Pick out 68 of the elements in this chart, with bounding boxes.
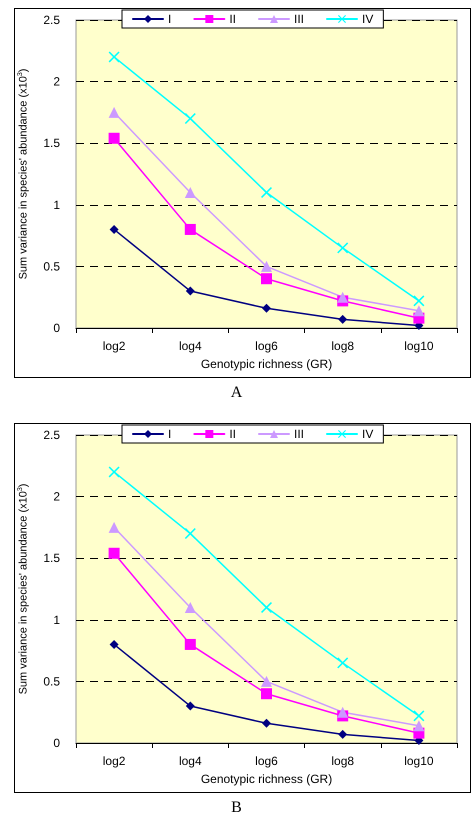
point: [261, 273, 272, 284]
point: [262, 304, 271, 313]
point: [413, 305, 424, 316]
y-tick-label: 2: [53, 490, 60, 504]
y-tick-label: 0.5: [43, 259, 60, 274]
point: [108, 132, 120, 144]
legend-label: II: [229, 427, 236, 441]
point: [184, 638, 196, 650]
x-axis-title: Genotypic richness (GR): [200, 357, 332, 371]
point: [184, 602, 196, 613]
point: [110, 640, 119, 649]
point: [108, 522, 120, 533]
point: [337, 242, 348, 254]
x-tick-label: log8: [331, 754, 354, 768]
point: [261, 602, 272, 613]
legend-label: IV: [362, 427, 374, 441]
text: B: [230, 799, 243, 817]
y-tick-label: 0.5: [43, 674, 60, 688]
y-tick-label: 1: [53, 612, 60, 627]
point: [186, 702, 195, 711]
point: [413, 710, 424, 722]
point: [186, 286, 195, 296]
point: [108, 548, 120, 559]
point: [338, 730, 348, 739]
point: [337, 292, 348, 303]
point: [184, 186, 196, 198]
x-tick-label: log6: [255, 754, 278, 768]
point: [184, 113, 196, 124]
point: [261, 676, 272, 687]
x-tick-label: log2: [102, 754, 126, 768]
point: [262, 718, 271, 728]
legend-label: I: [168, 427, 172, 441]
y-tick-label: 2.5: [43, 13, 60, 27]
point: [337, 657, 348, 668]
point: [413, 295, 424, 306]
y-tick-label: 1.5: [43, 136, 60, 150]
point: [261, 688, 272, 700]
legend-label: IV: [362, 12, 374, 26]
y-tick-label: 1.5: [43, 551, 60, 566]
y-tick-label: 0: [53, 321, 60, 335]
point: [108, 106, 120, 118]
legend-label: III: [294, 427, 304, 441]
point: [261, 260, 272, 272]
legend-label: II: [229, 12, 236, 26]
y-tick-label: 1: [53, 198, 60, 212]
x-tick-label: log10: [404, 339, 434, 353]
y-tick-label: 2: [53, 74, 60, 89]
point: [413, 720, 424, 732]
point: [110, 224, 119, 234]
x-axis-title: Genotypic richness (GR): [200, 772, 332, 786]
point: [337, 706, 348, 718]
point: [261, 186, 272, 198]
x-tick-label: log8: [331, 339, 354, 353]
legend-label: III: [294, 12, 304, 26]
x-tick-label: log6: [255, 339, 278, 353]
point: [184, 224, 196, 235]
x-tick-label: log4: [178, 339, 202, 353]
y-tick-label: 0: [53, 736, 60, 750]
point: [108, 51, 120, 62]
point: [108, 466, 120, 478]
y-tick-label: 2.5: [43, 428, 60, 442]
legend-label: I: [168, 12, 172, 26]
point: [184, 528, 196, 540]
x-tick-label: log10: [404, 754, 434, 768]
text: A: [230, 384, 244, 402]
x-tick-label: log2: [102, 339, 126, 353]
x-tick-label: log4: [178, 754, 202, 768]
point: [338, 314, 348, 324]
